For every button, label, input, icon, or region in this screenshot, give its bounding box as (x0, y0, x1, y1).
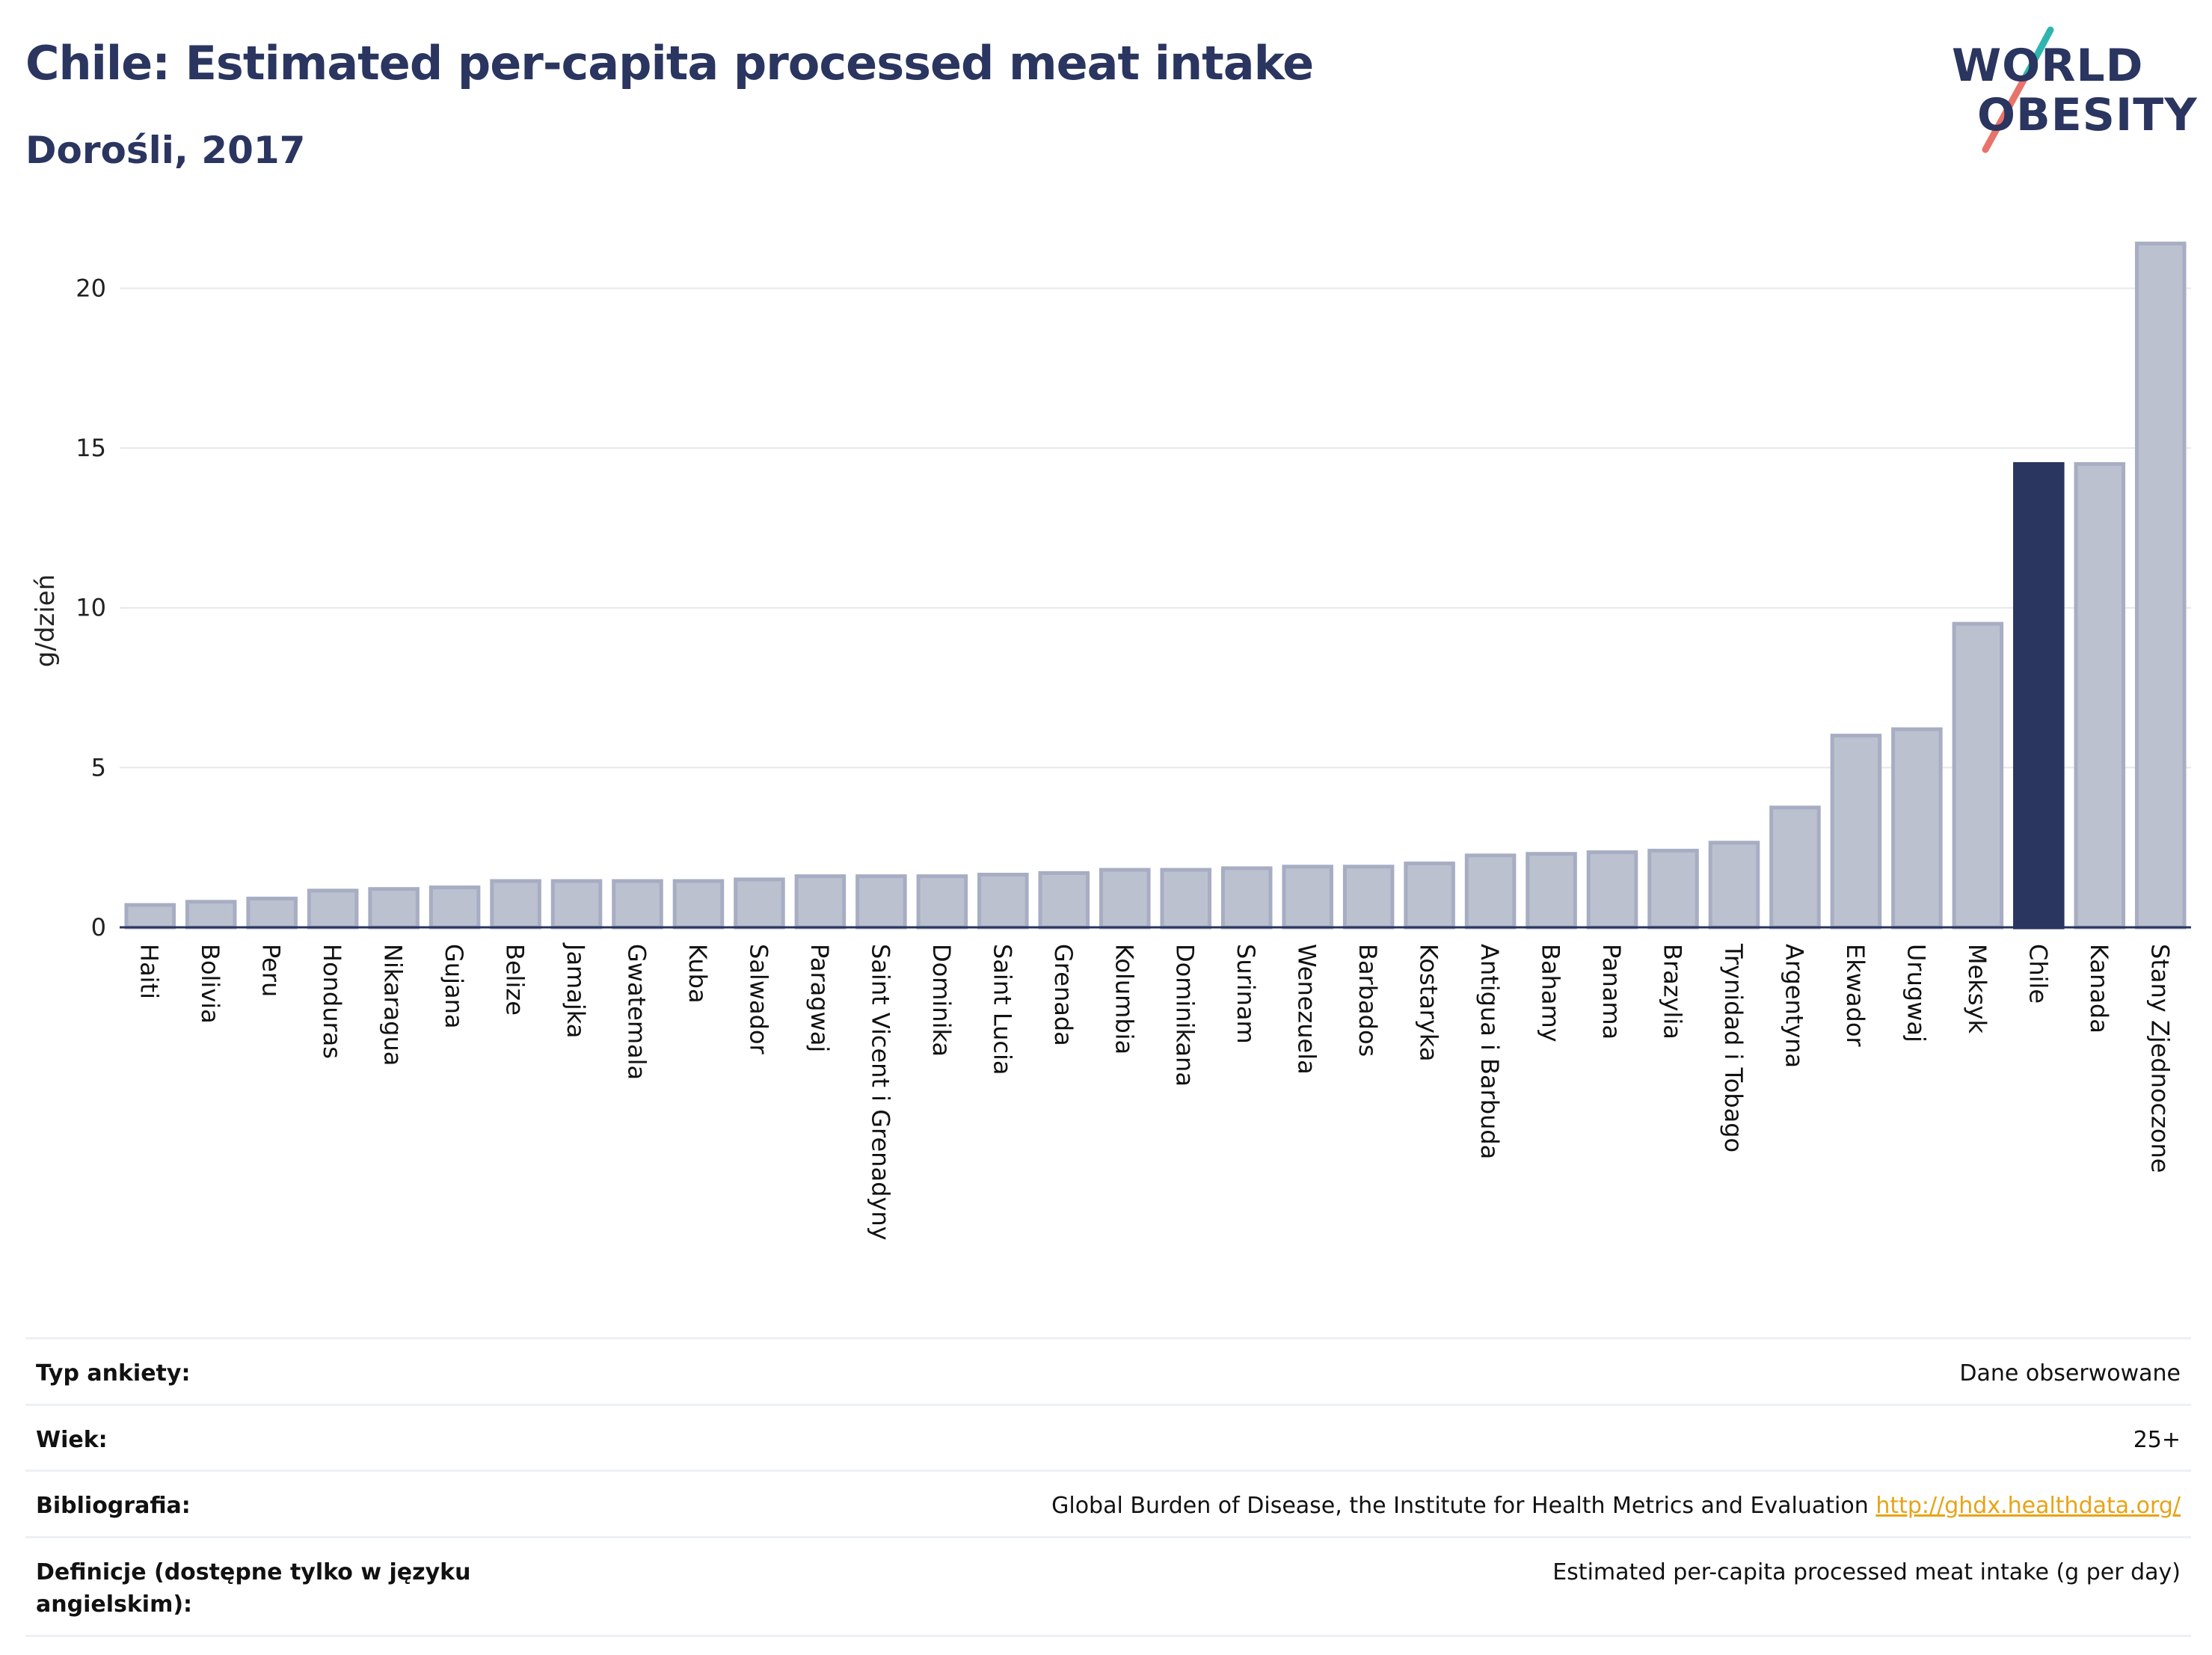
info-value-wrap: Global Burden of Disease, the Institute … (1051, 1490, 2181, 1523)
logo-line-1: WORLD (1952, 40, 2144, 92)
x-tick-label: Paragwaj (805, 944, 834, 1052)
x-tick-label: Brazylia (1659, 944, 1687, 1040)
info-value: Estimated per-capita processed meat inta… (1552, 1559, 2181, 1585)
bar (490, 879, 541, 930)
bar (794, 874, 847, 930)
info-row-definitions: Definicje (dostępne tylko w języku angie… (25, 1538, 2191, 1637)
x-tick-label: Salwador (744, 944, 772, 1054)
source-link[interactable]: http://ghdx.healthdata.org/ (1875, 1493, 2181, 1519)
info-value: Global Burden of Disease, the Institute … (1051, 1493, 1869, 1519)
x-tick-label: Haiti (135, 944, 164, 999)
x-tick-label: Honduras (318, 944, 346, 1059)
y-tick-label: 15 (76, 434, 106, 462)
x-tick-label: Kolumbia (1110, 944, 1138, 1054)
bar (916, 874, 968, 930)
x-tick-label: Bahamy (1537, 944, 1565, 1043)
x-tick-label: Barbados (1354, 944, 1382, 1057)
x-tick-label: Kuba (683, 944, 712, 1004)
x-tick-label: Kanada (2085, 944, 2113, 1034)
bar (1708, 841, 1760, 930)
info-label: Definicje (dostępne tylko w języku angie… (36, 1559, 471, 1618)
x-tick-label: Argentyna (1780, 944, 1808, 1068)
bar (855, 874, 907, 930)
y-tick-label: 0 (91, 913, 106, 942)
bar (2134, 242, 2187, 930)
x-tick-label: Antigua i Barbuda (1475, 944, 1504, 1159)
bar (2013, 461, 2065, 930)
x-tick-label: Jamajka (562, 942, 590, 1038)
x-tick-label: Gwatemala (623, 944, 651, 1080)
bar (672, 879, 725, 930)
x-tick-label: Ekwador (1841, 944, 1870, 1047)
info-label: Typ ankiety: (36, 1360, 191, 1387)
bar (2074, 461, 2126, 930)
bar (1099, 868, 1151, 930)
bar-chart: 0 5 10 15 20 g/dzień Haiti Bolivia Peru Honduras N… (31, 242, 2191, 1241)
bar (1952, 621, 2004, 930)
bar (1769, 805, 1821, 930)
bar (612, 879, 663, 930)
chart-subtitle: Dorośli, 2017 (25, 129, 306, 172)
bar (1526, 852, 1577, 930)
x-tick-label: Kostaryka (1415, 944, 1443, 1061)
x-tick-label: Saint Lucia (988, 944, 1016, 1075)
bar (124, 903, 176, 930)
logo-slash-icon (1982, 26, 2054, 153)
bar (1160, 868, 1212, 930)
y-tick-label: 20 (76, 274, 106, 302)
bar (246, 897, 298, 930)
y-axis-label: g/dzień (31, 574, 61, 667)
x-tick-label: Dominika (927, 944, 956, 1057)
info-table: Typ ankiety: Dane obserwowane Wiek: 25+ … (25, 1337, 2191, 1637)
x-tick-label: Dominikana (1171, 944, 1199, 1087)
x-tick-label: Peru (257, 944, 286, 997)
info-value: 25+ (2133, 1426, 2181, 1453)
info-label: Wiek: (36, 1426, 108, 1453)
x-tick-label: Belize (501, 944, 529, 1016)
x-tick-label: Trynidad i Tobago (1719, 943, 1748, 1152)
bar (550, 879, 603, 930)
bar (1282, 865, 1333, 930)
bar (1342, 865, 1395, 930)
bar (1038, 871, 1090, 930)
x-tick-label: Nikaragua (379, 944, 408, 1066)
bar (185, 900, 237, 930)
bar (734, 877, 785, 930)
info-row-age: Wiek: 25+ (25, 1406, 2191, 1472)
info-row-survey-type: Typ ankiety: Dane obserwowane (25, 1339, 2191, 1406)
bar (1891, 727, 1943, 930)
bar (368, 887, 420, 930)
world-obesity-logo[interactable]: WORLD OBESITY (1944, 22, 2199, 157)
bar (1647, 848, 1699, 930)
x-tick-label: Gujana (440, 944, 468, 1028)
info-value: Dane obserwowane (1959, 1360, 2181, 1387)
bar (307, 888, 359, 930)
logo-line-2: OBESITY (1977, 89, 2198, 141)
x-tick-label: Urugwaj (1902, 944, 1930, 1043)
bar (1404, 862, 1455, 930)
bar (428, 885, 481, 930)
x-tick-label: Panama (1597, 944, 1626, 1040)
x-tick-label: Wenezuela (1293, 944, 1321, 1075)
x-tick-label: Saint Vicent i Grenadyny (866, 944, 894, 1241)
info-label: Bibliografia: (36, 1493, 191, 1519)
x-tick-label: Meksyk (1963, 944, 1991, 1034)
bar (1830, 734, 1882, 930)
x-tick-label: Chile (2024, 944, 2052, 1004)
x-tick-label: Grenada (1049, 944, 1078, 1046)
chart-title: Chile: Estimated per-capita processed me… (25, 36, 1314, 90)
y-tick-label: 5 (91, 753, 106, 782)
bar (1586, 850, 1638, 930)
bar (977, 873, 1029, 930)
info-row-bibliography: Bibliografia: Global Burden of Disease, … (25, 1472, 2191, 1538)
x-tick-label: Stany Zjednoczone (2145, 944, 2174, 1173)
x-tick-label: Surinam (1232, 944, 1260, 1044)
x-tick-label: Bolivia (196, 944, 224, 1024)
y-tick-label: 10 (76, 594, 106, 622)
bar (1464, 853, 1517, 930)
bar (1220, 866, 1273, 930)
